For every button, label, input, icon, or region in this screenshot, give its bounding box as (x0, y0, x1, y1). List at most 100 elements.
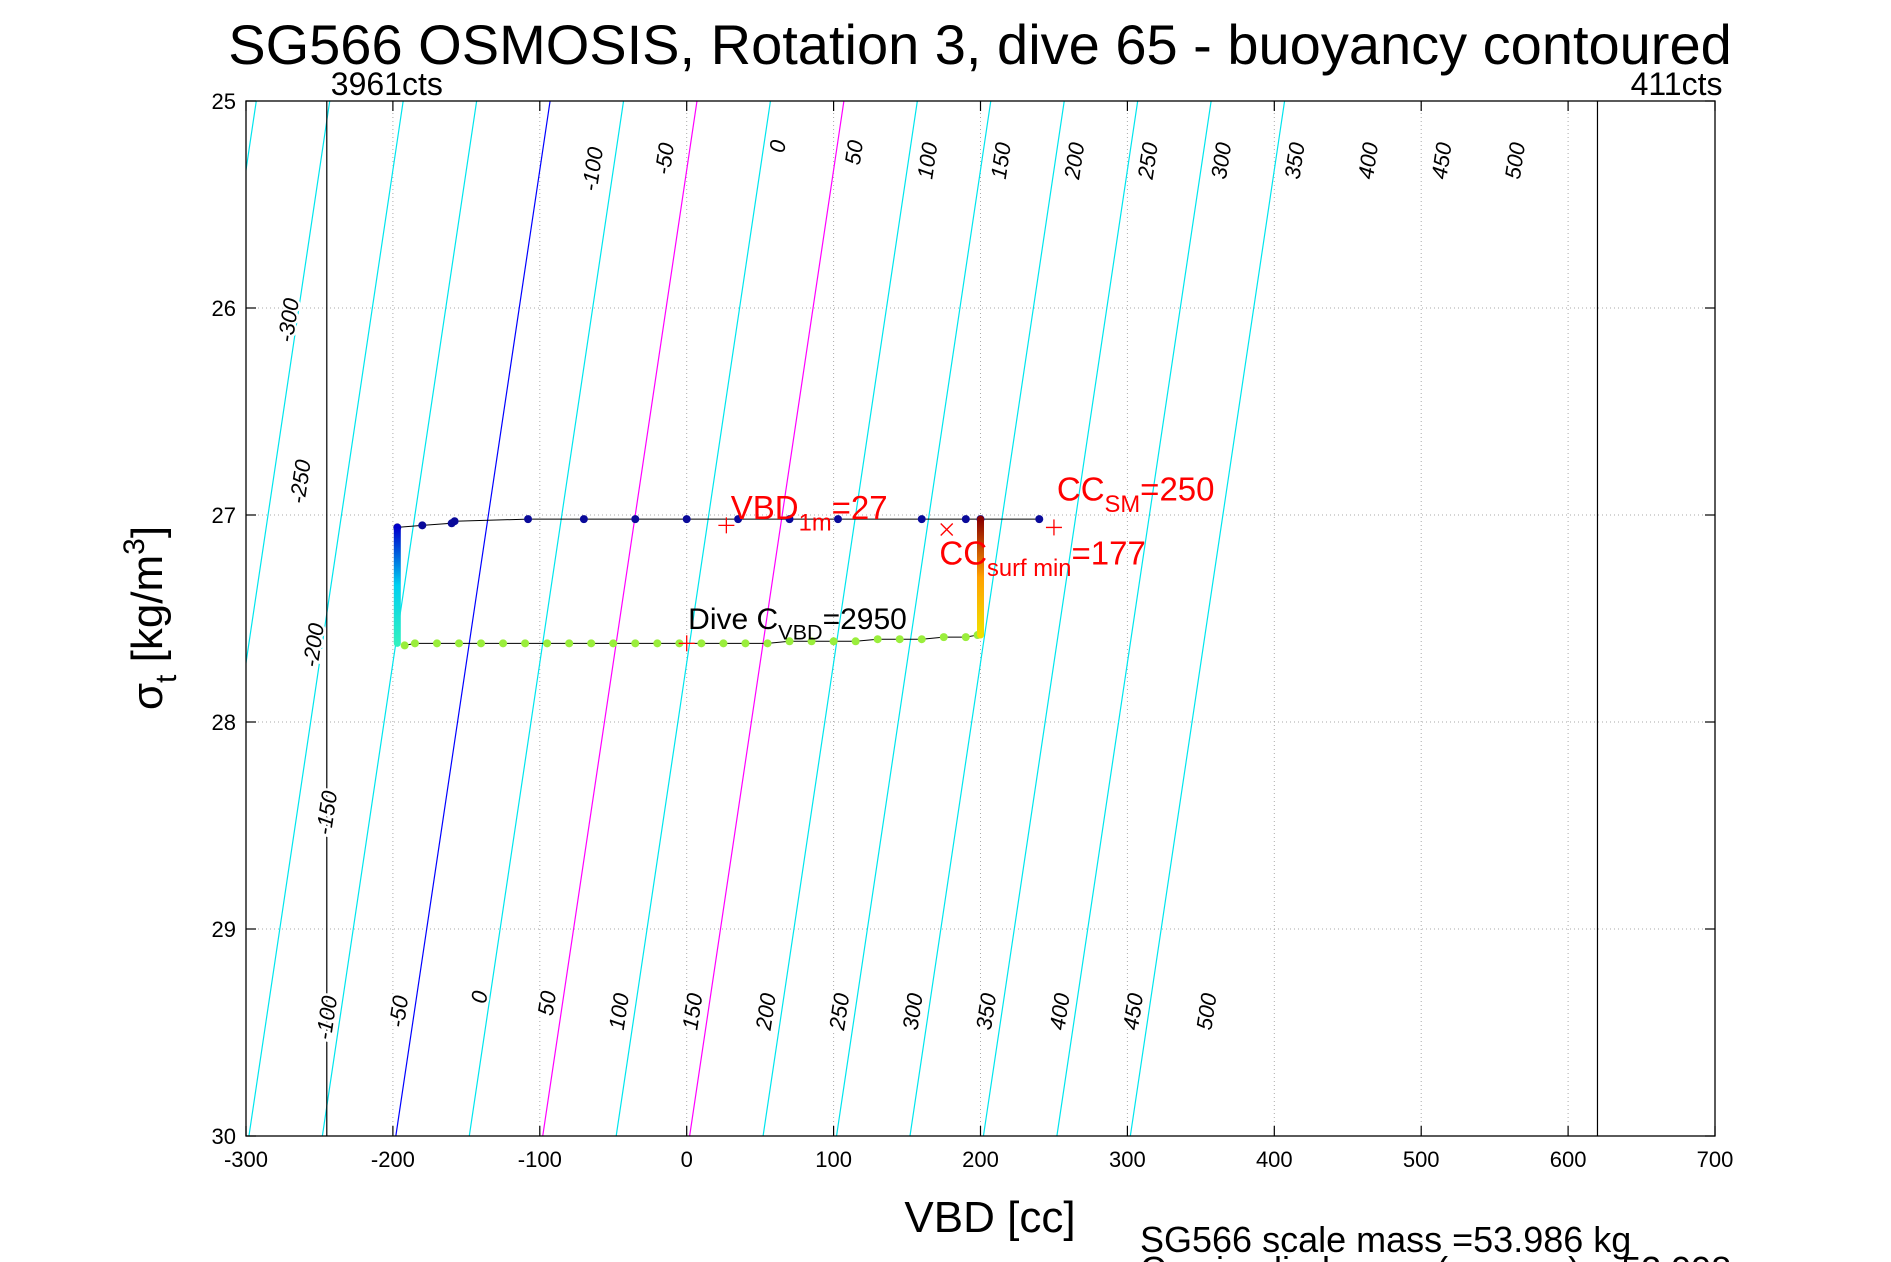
x-tick-label: 500 (1403, 1147, 1440, 1172)
annotation-label: CCsurf min=177 (939, 535, 1145, 583)
series-climb-point (410, 639, 419, 648)
cross-marker (940, 523, 954, 536)
x-tick-label: -200 (371, 1147, 415, 1172)
plus-marker (1045, 519, 1062, 536)
series-descent-point (961, 515, 970, 524)
vbd-limit-lines: 3961cts 411cts (326, 66, 1723, 1136)
series-climb-point (895, 635, 904, 644)
x-tick-label: 100 (815, 1147, 852, 1172)
contour-label-lower: -50 (384, 993, 414, 1029)
annotation-label: VBD1m=27 (731, 489, 888, 537)
series-descent-point (631, 515, 640, 524)
dive-trajectory (393, 515, 1044, 650)
series-climb-point (455, 639, 464, 648)
contour-label-upper: 50 (840, 138, 868, 167)
series-descent-point (579, 515, 588, 524)
contour-line-0 (395, 101, 551, 1136)
series-climb-point (477, 639, 486, 648)
series-climb-point (917, 635, 926, 644)
series-descent-point (785, 515, 794, 524)
contour-line-150 (615, 101, 772, 1136)
series-climb-point (653, 639, 662, 648)
contour-line-minus-100 (248, 101, 404, 1136)
series-climb-point (961, 633, 970, 642)
footer-line-1: SG566 scale mass =53.986 kg (1140, 1219, 1631, 1260)
contour-label-lower: 50 (533, 989, 561, 1018)
contour-label-upper: 450 (1426, 140, 1456, 181)
series-climb-point (565, 639, 574, 648)
vbd-limit-label: 3961cts (331, 66, 443, 102)
x-tick-label: 0 (681, 1147, 693, 1172)
series-climb-point (631, 639, 640, 648)
vbd-limit-label: 411cts (1631, 66, 1723, 102)
y-tick-label: 26 (212, 296, 236, 321)
annotation-label: CCSM=250 (1057, 471, 1215, 519)
y-tick-label: 30 (212, 1124, 236, 1149)
x-tick-label: -100 (518, 1147, 562, 1172)
series-climb-point (829, 637, 838, 646)
series-climb-point (763, 639, 772, 648)
chart-title: SG566 OSMOSIS, Rotation 3, dive 65 - buo… (228, 13, 1732, 76)
x-tick-label: 400 (1256, 1147, 1293, 1172)
series-climb-point (785, 637, 794, 646)
contour-line-200 (689, 101, 845, 1136)
grid-lines (246, 101, 1715, 1136)
annotations: VBD1m=27 CCSM=250 CCsurf min=177 Dive CVBD=… (688, 471, 1214, 645)
contour-line-250 (762, 101, 918, 1136)
contour-label-upper: 500 (1500, 140, 1530, 181)
series-climb-point (873, 635, 882, 644)
contour-line-350 (909, 101, 1065, 1136)
series-climb-point (609, 639, 618, 648)
contour-label-left: -200 (298, 621, 329, 669)
series-climb-point (697, 639, 706, 648)
plus-marker (678, 635, 695, 652)
y-axis-label-text: σt [kg/m3] (118, 526, 183, 710)
y-axis-label: σt [kg/m3] (118, 526, 183, 710)
x-tick-label: -300 (224, 1147, 268, 1172)
buoyancy-contours (246, 101, 1286, 1136)
series-climb-point (521, 639, 530, 648)
series-descent-point (418, 521, 427, 530)
contour-line-100 (542, 101, 698, 1136)
series-climb-point (851, 637, 860, 646)
x-tick-label: 700 (1697, 1147, 1734, 1172)
x-tick-label: 200 (962, 1147, 999, 1172)
contour-line-500 (1129, 101, 1286, 1136)
plus-marker (718, 517, 735, 534)
series-climb-point (543, 639, 552, 648)
series-climb-point (939, 633, 948, 642)
series-climb-point (587, 639, 596, 648)
axis-ticks: -300 -200 -100 0 100 200 300 400 500 600 700 25 26 27… (212, 89, 1734, 1172)
y-tick-label: 29 (212, 917, 236, 942)
marker-stroke (940, 523, 954, 536)
series-descent-point (734, 515, 743, 524)
series-climb-point (499, 639, 508, 648)
contour-label-upper: -50 (650, 140, 680, 176)
x-axis-label: VBD [cc] (904, 1193, 1075, 1242)
y-tick-label: 27 (212, 503, 236, 528)
contour-line-450 (1056, 101, 1212, 1136)
markers (678, 517, 1062, 652)
series-climb-point (719, 639, 728, 648)
contour-line-minus-150 (246, 101, 331, 667)
series-climb-point (432, 639, 441, 648)
series-climb-point (741, 639, 750, 648)
series-climb-point (400, 641, 409, 650)
contour-line-300 (835, 101, 992, 1136)
x-tick-label: 600 (1550, 1147, 1587, 1172)
contour-line-400 (982, 101, 1139, 1136)
annotation-label: Dive CVBD=2950 (688, 603, 907, 645)
series-descent-point (524, 515, 533, 524)
series-descent-point (682, 515, 691, 524)
series-descent-point (917, 515, 926, 524)
series-descent-point (450, 517, 459, 526)
series-descent-point (1035, 515, 1044, 524)
y-tick-label: 28 (212, 710, 236, 735)
contour-line-50 (468, 101, 625, 1136)
series-descent-point (834, 515, 843, 524)
footer-line-2: C implied mass (apogee) = 53.998 (1140, 1249, 1731, 1262)
series-climb-point (807, 637, 816, 646)
y-tick-label: 25 (212, 89, 236, 114)
